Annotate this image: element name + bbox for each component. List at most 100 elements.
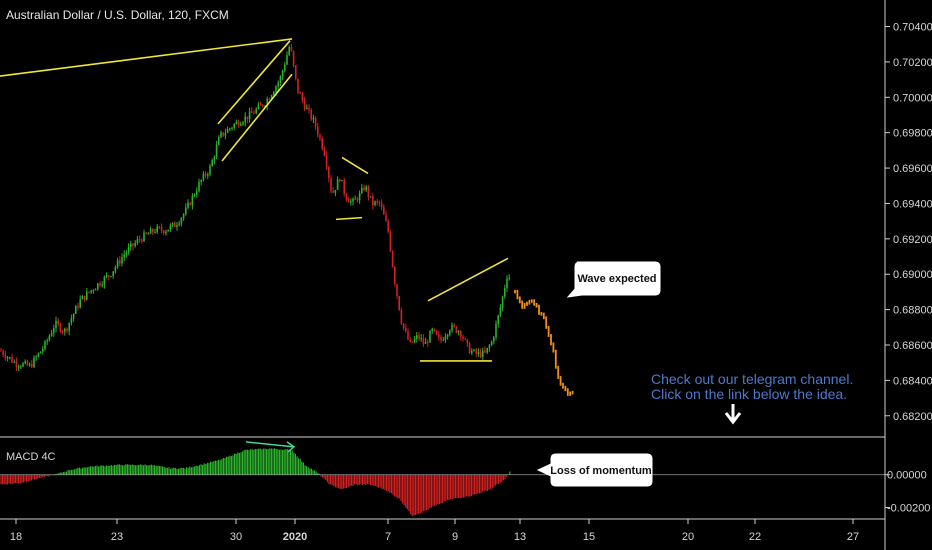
candle-body xyxy=(422,338,425,344)
candle-body xyxy=(156,226,158,233)
candle-body xyxy=(123,254,125,258)
candle-body xyxy=(292,50,295,66)
projection-candle xyxy=(533,299,536,306)
candle-body xyxy=(383,206,385,215)
candle-body xyxy=(374,201,376,205)
candle-body xyxy=(499,307,502,316)
price-tick-label: 0.69400 xyxy=(893,198,932,210)
candle-body xyxy=(39,351,42,354)
candle-body xyxy=(90,290,92,293)
candle-body xyxy=(429,331,431,343)
projection-candle xyxy=(518,296,521,304)
candle-body xyxy=(110,276,112,278)
projection-candle xyxy=(538,304,540,315)
candle-body xyxy=(204,173,207,176)
time-tick-label: 30 xyxy=(230,531,242,543)
candle-body xyxy=(97,283,99,290)
projection-candle xyxy=(562,382,564,389)
candle-body xyxy=(306,107,308,110)
time-tick-label: 9 xyxy=(452,531,458,543)
candle-body xyxy=(42,348,44,352)
candle-body xyxy=(358,192,361,201)
candle-body xyxy=(99,283,101,286)
projection-candle xyxy=(564,385,567,392)
candle-body xyxy=(169,225,172,230)
projection-candle xyxy=(571,390,574,395)
candle-body xyxy=(28,363,31,366)
candle-body xyxy=(486,347,488,353)
candle-body xyxy=(303,100,306,110)
candle-body xyxy=(136,239,139,243)
x-axis: 18 23 30 2020 7 9 13 15 20 22 27 xyxy=(10,519,859,543)
wave-expected-bubble: Wave expected xyxy=(566,261,661,298)
time-tick-label: 7 xyxy=(385,531,391,543)
projection-candles xyxy=(514,289,574,396)
candle-body xyxy=(409,339,411,342)
candle-body xyxy=(22,363,24,367)
candle-body xyxy=(116,260,119,268)
candle-body xyxy=(266,98,268,107)
projection-candle xyxy=(569,391,572,396)
candle-body xyxy=(255,108,257,114)
candle-body xyxy=(363,187,365,191)
candle-body xyxy=(24,361,26,364)
candle-body xyxy=(127,247,130,253)
time-tick-label: 15 xyxy=(583,531,595,543)
candle-body xyxy=(464,338,466,340)
candle-body xyxy=(438,334,440,338)
price-tick-label: 0.69200 xyxy=(893,234,932,246)
candle-body xyxy=(308,107,310,110)
candle-body xyxy=(299,92,301,94)
projection-candle xyxy=(542,312,545,320)
candle-body xyxy=(108,275,110,277)
candle-body xyxy=(211,160,213,167)
candle-body xyxy=(207,174,209,176)
price-tick-label: 0.70000 xyxy=(893,92,932,104)
y-axis: 0.70400 0.70200 0.70000 0.69800 0.69600 0.694… xyxy=(0,22,932,515)
candle-body xyxy=(268,98,271,100)
candle-body xyxy=(229,128,231,130)
candle-body xyxy=(488,345,491,348)
candle-body xyxy=(453,324,455,327)
candle-body xyxy=(343,180,345,194)
candle-body xyxy=(176,225,178,228)
candle-body xyxy=(112,271,114,277)
candle-body xyxy=(50,333,53,337)
candle-body xyxy=(466,339,469,344)
candle-body xyxy=(257,104,260,109)
candle-body xyxy=(290,47,293,51)
price-tick-label: 0.68800 xyxy=(893,305,932,317)
candle-body xyxy=(231,127,233,129)
candle-body xyxy=(475,349,477,354)
trendline xyxy=(427,257,509,302)
candle-body xyxy=(13,361,15,363)
time-tick-label: 20 xyxy=(682,531,694,543)
candle-body xyxy=(237,121,240,126)
candle-body xyxy=(334,190,337,193)
candle-body xyxy=(9,357,11,359)
down-arrow-icon xyxy=(724,404,742,425)
candle-body xyxy=(497,315,499,324)
candle-body xyxy=(336,179,339,191)
candle-body xyxy=(275,86,277,93)
candle-body xyxy=(424,342,427,344)
candle-body xyxy=(202,173,205,180)
candle-body xyxy=(134,242,136,246)
candle-body xyxy=(235,121,238,124)
time-tick-label: 13 xyxy=(514,531,526,543)
candle-body xyxy=(405,327,407,332)
candle-body xyxy=(2,351,4,355)
candle-body xyxy=(101,284,103,286)
candle-body xyxy=(233,123,235,128)
candle-body xyxy=(339,179,341,182)
candle-body xyxy=(391,250,394,267)
candle-body xyxy=(442,340,444,342)
candle-body xyxy=(11,357,13,363)
candle-body xyxy=(253,112,255,114)
candle-body xyxy=(451,324,453,331)
candle-body xyxy=(455,326,458,333)
candle-body xyxy=(224,132,227,136)
chart-title: Australian Dollar / U.S. Dollar, 120, FX… xyxy=(6,8,229,22)
candle-body xyxy=(4,354,7,359)
